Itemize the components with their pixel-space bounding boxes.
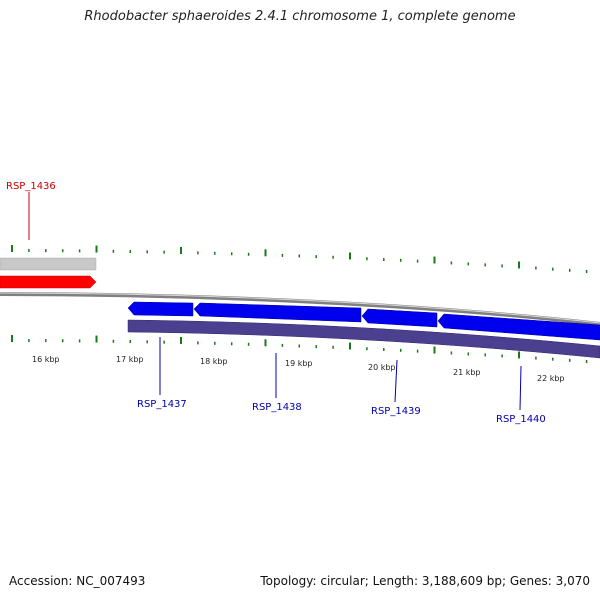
gene-label-RSP_1436[interactable]: RSP_1436 xyxy=(6,181,56,192)
kbp-label-22: 22 kbp xyxy=(537,374,565,383)
top-tick-track xyxy=(11,245,588,274)
map-title: Rhodobacter sphaeroides 2.4.1 chromosome… xyxy=(84,9,516,24)
gene-arrow-RSP_1437[interactable] xyxy=(127,301,194,317)
genome-backbone-highlight xyxy=(0,292,600,324)
genome-backbone xyxy=(0,292,600,326)
gene-callout-line-RSP_1440 xyxy=(519,365,522,411)
gene-arrow-RSP_1440[interactable] xyxy=(437,313,600,341)
gene-arrow-RSP_1438[interactable] xyxy=(193,302,362,323)
gene-label-RSP_1439[interactable]: RSP_1439 xyxy=(371,406,421,417)
kbp-label-19: 19 kbp xyxy=(285,359,313,368)
forward-strand-track xyxy=(0,257,97,271)
gene-label-RSP_1437[interactable]: RSP_1437 xyxy=(137,399,187,410)
gene-label-RSP_1438[interactable]: RSP_1438 xyxy=(252,402,302,413)
gene-callout-line-RSP_1439 xyxy=(394,359,398,403)
kbp-label-18: 18 kbp xyxy=(200,357,228,366)
gene-arrow-RSP_1439[interactable] xyxy=(361,308,438,328)
kbp-label-16: 16 kbp xyxy=(32,355,60,364)
kbp-label-21: 21 kbp xyxy=(453,368,481,377)
kbp-label-17: 17 kbp xyxy=(116,355,144,364)
topology-summary-text: Topology: circular; Length: 3,188,609 bp… xyxy=(260,574,590,588)
bottom-tick-track xyxy=(11,335,588,364)
reverse-strand-track xyxy=(127,319,600,359)
gene-label-RSP_1440[interactable]: RSP_1440 xyxy=(496,414,546,425)
kbp-label-20: 20 kbp xyxy=(368,363,396,372)
gene-arrow-RSP_1436[interactable] xyxy=(0,275,97,289)
accession-text: Accession: NC_007493 xyxy=(9,574,146,588)
